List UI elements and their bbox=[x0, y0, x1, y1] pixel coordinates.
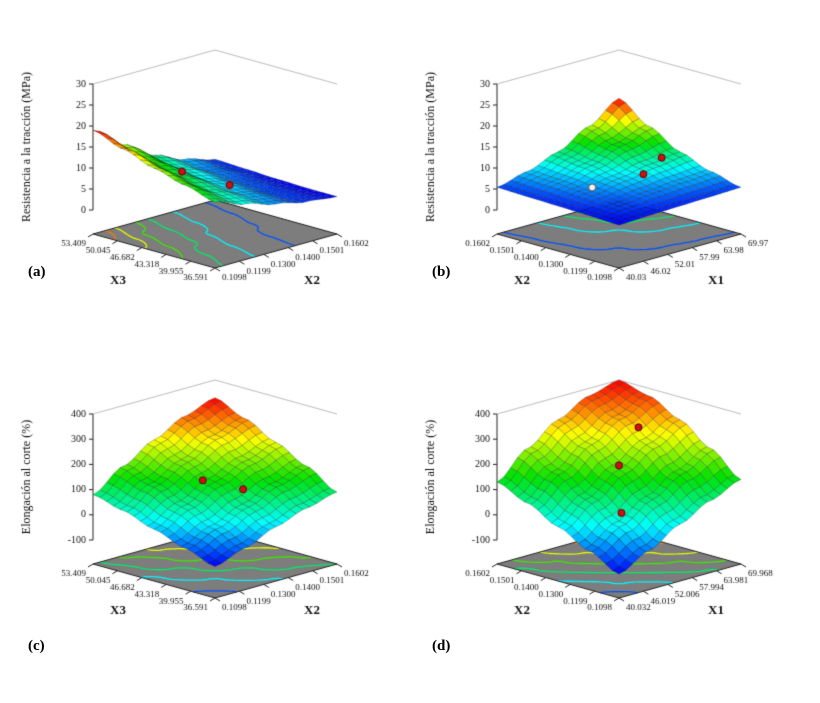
panel-label-b: (b) bbox=[432, 264, 451, 280]
surface-panel-d: (d) bbox=[414, 336, 814, 676]
panel-label-d: (d) bbox=[432, 638, 451, 654]
panel-label-a: (a) bbox=[28, 264, 46, 280]
surface-panel-b: (b) bbox=[414, 6, 814, 346]
surface-chart-d bbox=[414, 336, 812, 636]
surface-chart-a bbox=[10, 6, 408, 306]
surface-panel-c: (c) bbox=[10, 336, 410, 676]
surface-chart-b bbox=[414, 6, 812, 306]
surface-chart-c bbox=[10, 336, 408, 636]
surface-panel-a: (a) bbox=[10, 6, 410, 346]
panel-label-c: (c) bbox=[28, 638, 45, 654]
